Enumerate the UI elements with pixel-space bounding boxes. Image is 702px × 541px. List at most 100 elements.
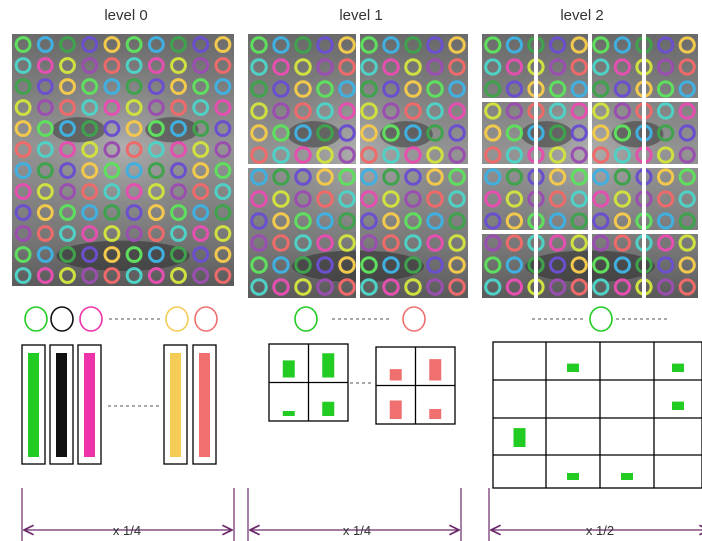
- descriptor-ring: [592, 124, 610, 142]
- descriptor-ring: [656, 58, 675, 76]
- descriptor-ring: [14, 204, 32, 221]
- descriptor-ring: [170, 99, 187, 116]
- descriptor-ring: [448, 80, 466, 98]
- descriptor-ring: [294, 80, 312, 98]
- bin-box: [163, 344, 188, 465]
- level-1-image: [248, 34, 468, 298]
- descriptor-ring: [147, 246, 165, 263]
- descriptor-ring: [678, 278, 696, 296]
- histogram-bar: [567, 363, 579, 372]
- histogram-bar: [389, 400, 402, 419]
- descriptor-ring: [294, 146, 312, 164]
- descriptor-ring: [14, 162, 32, 179]
- descriptor-ring: [103, 225, 121, 242]
- descriptor-ring: [613, 124, 632, 142]
- level-0-codewords: [24, 306, 218, 332]
- descriptor-ring: [59, 162, 76, 179]
- descriptor-ring: [59, 78, 76, 95]
- descriptor-ring: [548, 124, 567, 142]
- descriptor-ring: [36, 99, 54, 116]
- descriptor-ring: [59, 57, 76, 74]
- descriptor-ring: [125, 99, 143, 116]
- descriptor-ring: [103, 78, 121, 95]
- descriptor-ring: [81, 225, 99, 242]
- descriptor-ring: [294, 58, 312, 76]
- histogram-bar: [429, 409, 442, 419]
- codeword-icon: [79, 306, 103, 332]
- descriptor-ring: [125, 204, 143, 221]
- bin-box: [21, 344, 46, 465]
- descriptor-ring: [548, 168, 567, 186]
- descriptor-ring: [147, 120, 165, 137]
- descriptor-ring: [592, 234, 610, 252]
- descriptor-ring: [360, 146, 378, 164]
- bin-box: [192, 344, 217, 465]
- descriptor-ring: [272, 168, 290, 186]
- descriptor-ring: [613, 58, 632, 76]
- descriptor-ring: [570, 190, 588, 208]
- descriptor-ring: [448, 256, 466, 274]
- histogram-bar: [170, 353, 181, 457]
- descriptor-ring: [294, 190, 312, 208]
- descriptor-ring: [656, 256, 675, 274]
- descriptor-ring: [548, 234, 567, 252]
- descriptor-ring: [360, 190, 378, 208]
- descriptor-ring: [170, 78, 187, 95]
- descriptor-ring: [613, 278, 632, 296]
- descriptor-ring: [360, 124, 378, 142]
- descriptor-ring: [147, 57, 165, 74]
- descriptor-ring: [170, 57, 187, 74]
- descriptor-ring: [382, 168, 400, 186]
- descriptor-ring: [548, 146, 567, 164]
- descriptor-ring: [505, 278, 524, 296]
- descriptor-ring: [382, 36, 400, 54]
- descriptor-ring: [125, 267, 143, 284]
- descriptor-ring: [170, 141, 187, 158]
- level-0-weight: [21, 488, 235, 541]
- codeword-icon: [165, 306, 189, 332]
- histogram-bar: [429, 359, 442, 381]
- descriptor-ring: [147, 183, 165, 200]
- level-0-title: level 0: [104, 7, 147, 24]
- descriptor-ring: [484, 190, 502, 208]
- descriptor-ring: [14, 267, 32, 284]
- descriptor-ring: [316, 102, 334, 120]
- descriptor-ring: [382, 256, 400, 274]
- descriptor-ring: [548, 190, 567, 208]
- descriptor-ring: [36, 120, 54, 137]
- descriptor-ring: [360, 212, 378, 230]
- descriptor-ring: [81, 120, 99, 137]
- descriptor-ring: [678, 80, 696, 98]
- mouth-shadow: [56, 240, 190, 271]
- descriptor-ring: [250, 36, 268, 54]
- descriptor-ring: [656, 36, 675, 54]
- descriptor-ring: [338, 190, 356, 208]
- descriptor-ring: [14, 246, 32, 263]
- descriptor-ring: [360, 36, 378, 54]
- descriptor-ring: [192, 57, 210, 74]
- descriptor-ring: [548, 58, 567, 76]
- level-2-weight: [488, 488, 702, 541]
- descriptor-ring: [382, 212, 400, 230]
- descriptor-ring: [147, 78, 165, 95]
- level-1-codewords: [294, 306, 426, 332]
- descriptor-ring: [14, 183, 32, 200]
- descriptor-ring: [338, 212, 356, 230]
- descriptor-ring: [294, 124, 312, 142]
- descriptor-ring: [382, 190, 400, 208]
- descriptor-ring: [656, 80, 675, 98]
- descriptor-ring: [81, 267, 99, 284]
- descriptor-ring: [484, 124, 502, 142]
- descriptor-ring: [656, 190, 675, 208]
- descriptor-ring: [81, 204, 99, 221]
- descriptor-ring: [59, 120, 76, 137]
- bin-box: [49, 344, 74, 465]
- descriptor-ring: [59, 204, 76, 221]
- descriptor-ring: [272, 234, 290, 252]
- descriptor-ring: [147, 204, 165, 221]
- descriptor-ring: [570, 80, 588, 98]
- descriptor-ring: [678, 212, 696, 230]
- descriptor-ring: [294, 102, 312, 120]
- level-1-histograms: [268, 343, 456, 425]
- descriptor-ring: [294, 234, 312, 252]
